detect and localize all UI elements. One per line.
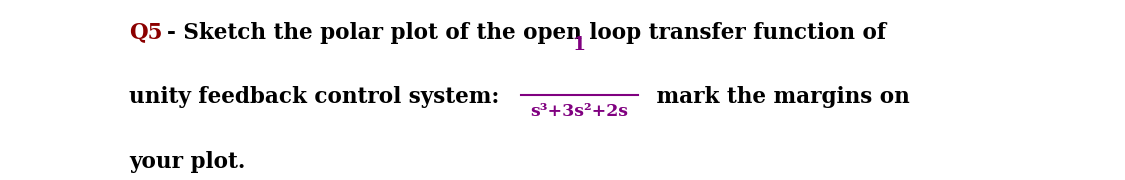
- Text: - Sketch the polar plot of the open loop transfer function of: - Sketch the polar plot of the open loop…: [166, 22, 885, 44]
- Text: mark the margins on: mark the margins on: [649, 86, 910, 108]
- Text: Q5: Q5: [129, 22, 163, 44]
- Text: 1: 1: [573, 36, 586, 54]
- Text: your plot.: your plot.: [129, 151, 245, 173]
- Text: s³+3s²+2s: s³+3s²+2s: [530, 103, 629, 120]
- Text: unity feedback control system:: unity feedback control system:: [129, 86, 500, 108]
